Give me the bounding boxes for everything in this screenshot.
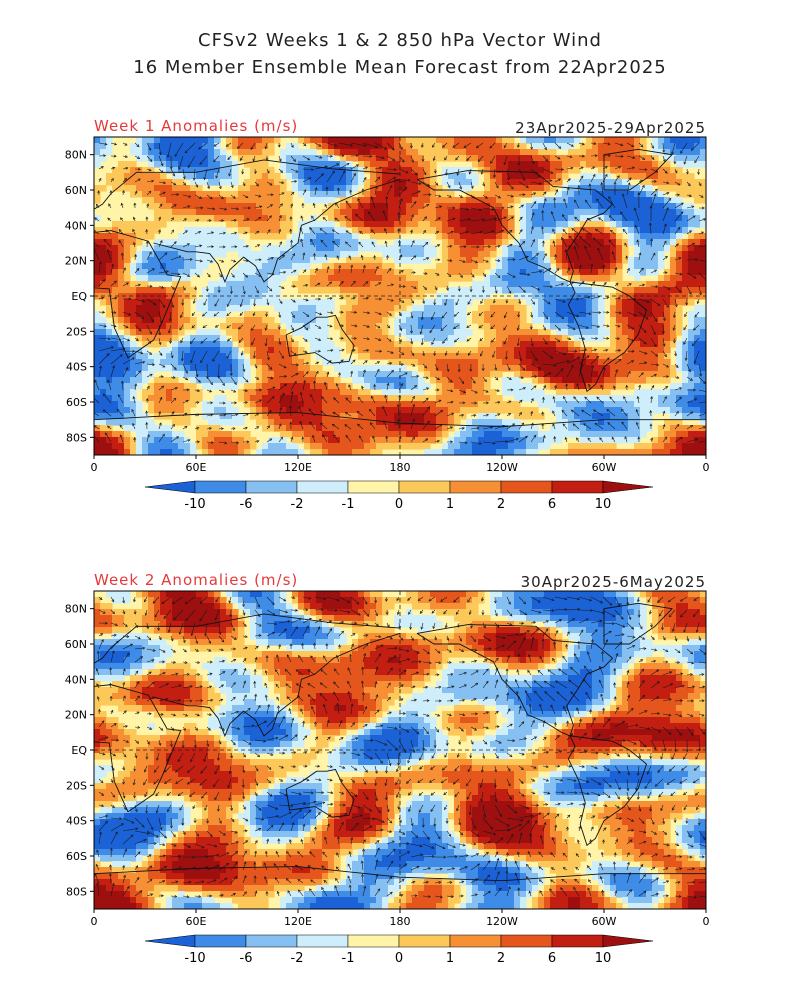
week2-colorbar-label: 0 — [395, 951, 403, 966]
week2-ytick-label: 20N — [65, 709, 87, 722]
week1-colorbar-label: 1 — [446, 497, 454, 512]
week1-ytick-label: 40N — [65, 219, 87, 232]
chart-title-line2: 16 Member Ensemble Mean Forecast from 22… — [133, 57, 667, 78]
week2-colorbar-label: 6 — [548, 951, 556, 966]
week2-ytick-label: 80N — [65, 603, 87, 616]
week1-colorbar-segment — [551, 480, 604, 494]
week1-xtick-label: 60E — [186, 461, 207, 474]
week2-xtick-label: 120E — [284, 915, 312, 928]
week2-colorbar-label: -10 — [184, 951, 205, 966]
week1-colorbar-segment — [194, 480, 247, 494]
week2-colorbar-segment — [347, 934, 400, 948]
week2-ytick-label: 80S — [66, 885, 87, 898]
week1-ytick-label: 20S — [66, 325, 87, 338]
week1-ytick-label: 80S — [66, 431, 87, 444]
week2-colorbar-arrow-left — [144, 934, 196, 948]
week1-colorbar-arrow-left — [144, 480, 196, 494]
week2-field — [94, 591, 706, 909]
week1-colorbar-label: -1 — [342, 497, 355, 512]
week2-ytick-label: 20S — [66, 779, 87, 792]
week1-colorbar-label: -2 — [291, 497, 304, 512]
week2-colorbar-arrow-right — [602, 934, 654, 948]
week2-colorbar-segment — [500, 934, 553, 948]
week1-xtick-label: 120E — [284, 461, 312, 474]
week2-xtick-label: 60E — [186, 915, 207, 928]
week2-colorbar-segment — [551, 934, 604, 948]
week2-ytick-label: 40N — [65, 673, 87, 686]
week2-colorbar-segment — [296, 934, 349, 948]
week2-colorbar-segment — [449, 934, 502, 948]
week2-period-label: 30Apr2025-6May2025 — [520, 573, 706, 591]
week1-ytick-label: 20N — [65, 255, 87, 268]
week1-ytick-label: 40S — [66, 361, 87, 374]
week2-xtick-label: 120W — [486, 915, 518, 928]
week2-colorbar-segment — [245, 934, 298, 948]
week1-colorbar-segment — [245, 480, 298, 494]
week2-panel-title: Week 2 Anomalies (m/s) — [94, 571, 299, 589]
week1-xtick-label: 0 — [91, 461, 98, 474]
week1-xtick-label: 180 — [390, 461, 411, 474]
week1-ytick-label: 60N — [65, 184, 87, 197]
week1-colorbar-label: 10 — [595, 497, 612, 512]
week1-colorbar-label: -10 — [184, 497, 205, 512]
week2-colorbar-label: -6 — [240, 951, 253, 966]
week2-ytick-label: 60S — [66, 850, 87, 863]
week1-ytick-label: 60S — [66, 396, 87, 409]
week1-xtick-label: 0 — [703, 461, 710, 474]
week2-colorbar-label: -1 — [342, 951, 355, 966]
week1-wind-vectors — [94, 142, 706, 445]
week2-ytick-label: 40S — [66, 815, 87, 828]
week1-ytick-label: EQ — [71, 290, 87, 303]
week2-colorbar-label: -2 — [291, 951, 304, 966]
week2-colorbar-label: 10 — [595, 951, 612, 966]
week2-colorbar: -10 -6 -2 -1 0 1 2 6 10 — [144, 934, 654, 966]
week1-colorbar-label: 0 — [395, 497, 403, 512]
week1-colorbar-arrow-right — [602, 480, 654, 494]
week1-colorbar-segment — [347, 480, 400, 494]
week1-colorbar-segment — [398, 480, 451, 494]
week2-colorbar-label: 1 — [446, 951, 454, 966]
week2-wind-vectors — [94, 596, 706, 899]
chart-title-line1: CFSv2 Weeks 1 & 2 850 hPa Vector Wind — [198, 30, 602, 51]
week1-colorbar-segment — [296, 480, 349, 494]
week2-colorbar-segment — [194, 934, 247, 948]
week1-colorbar-segment — [449, 480, 502, 494]
week1-colorbar-label: 2 — [497, 497, 505, 512]
week2-colorbar-segment — [398, 934, 451, 948]
week2-xtick-label: 0 — [91, 915, 98, 928]
week1-colorbar: -10 -6 -2 -1 0 1 2 6 10 — [144, 480, 654, 512]
week1-field — [94, 137, 706, 455]
week1-colorbar-label: 6 — [548, 497, 556, 512]
week1-coastlines — [94, 148, 706, 428]
week1-panel-title: Week 1 Anomalies (m/s) — [94, 117, 299, 135]
week1-panel: Week 1 Anomalies (m/s) 23Apr2025-29Apr20… — [0, 0, 800, 460]
week1-ytick-label: 80N — [65, 149, 87, 162]
week2-coastlines — [94, 602, 706, 882]
week2-xtick-label: 180 — [390, 915, 411, 928]
week1-colorbar-segment — [500, 480, 553, 494]
week2-xtick-label: 0 — [703, 915, 710, 928]
week2-xtick-label: 60W — [592, 915, 617, 928]
week2-ytick-label: 60N — [65, 638, 87, 651]
week1-xtick-label: 60W — [592, 461, 617, 474]
week2-colorbar-label: 2 — [497, 951, 505, 966]
week1-period-label: 23Apr2025-29Apr2025 — [515, 119, 706, 137]
week1-colorbar-label: -6 — [240, 497, 253, 512]
week2-panel: Week 2 Anomalies (m/s) 30Apr2025-6May202… — [0, 0, 800, 591]
week1-xtick-label: 120W — [486, 461, 518, 474]
week2-ytick-label: EQ — [71, 744, 87, 757]
